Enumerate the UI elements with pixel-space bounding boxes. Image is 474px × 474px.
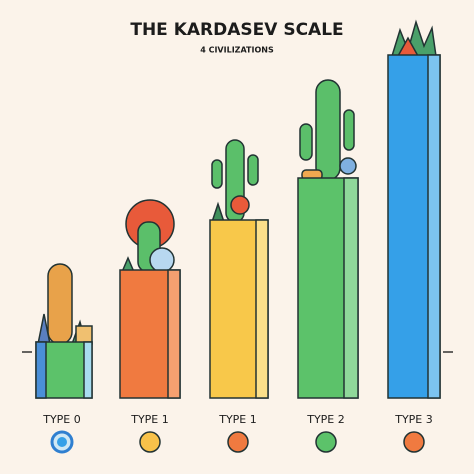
bar xyxy=(387,54,441,399)
dot xyxy=(50,430,425,454)
bar xyxy=(35,341,93,399)
title: THE KARDASEV SCALE xyxy=(130,20,343,40)
type-label: TYPE 1 xyxy=(218,413,257,426)
plant xyxy=(120,199,175,273)
plant xyxy=(210,139,259,223)
type-label: TYPE 0 xyxy=(42,413,81,426)
type-label: TYPE 2 xyxy=(306,413,345,426)
bar xyxy=(119,269,181,399)
plant xyxy=(37,263,93,345)
type-label: TYPE 1 xyxy=(130,413,169,426)
bar xyxy=(209,219,269,399)
type-label: TYPE 3 xyxy=(394,413,433,426)
bar xyxy=(297,177,359,399)
subtitle: 4 CIVILIZATIONS xyxy=(200,46,274,55)
